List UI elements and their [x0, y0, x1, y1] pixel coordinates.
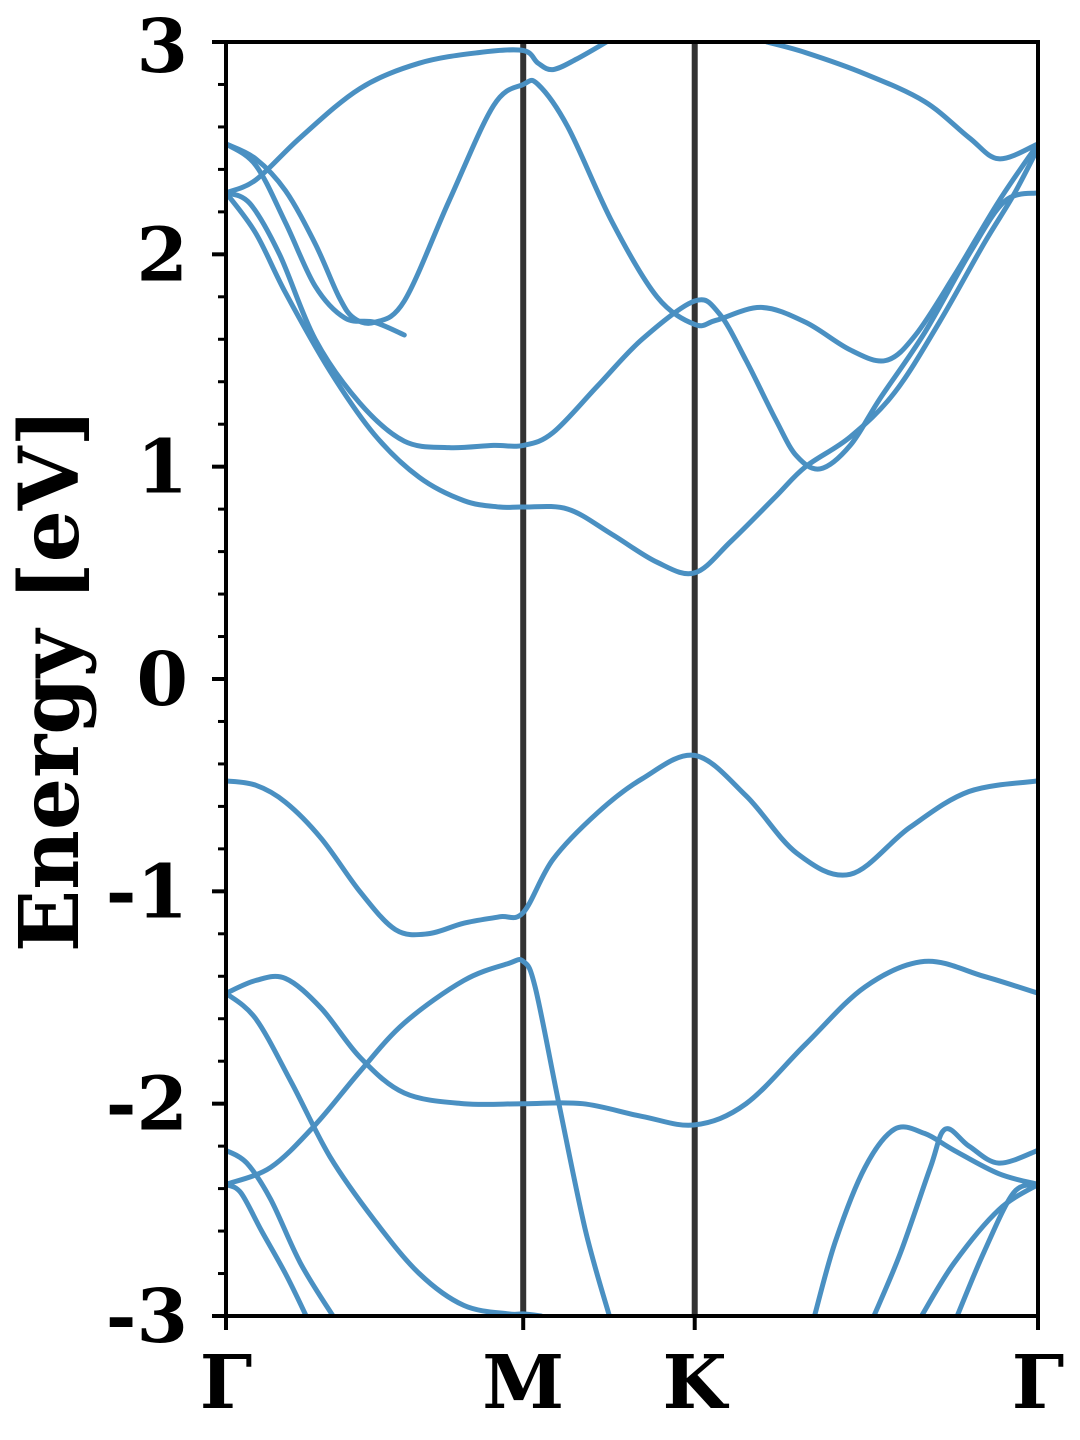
band-line-16	[764, 42, 1038, 162]
band-line-5	[226, 1147, 336, 1316]
y-axis-title: Energy [eV]	[2, 408, 98, 952]
y-tick-label: 2	[137, 212, 189, 298]
x-tick-label: K	[663, 1340, 730, 1426]
plot-frame	[224, 40, 1040, 1318]
band-line-13	[226, 77, 1038, 364]
band-line-2	[226, 958, 1038, 1128]
band-line-1	[226, 752, 1038, 938]
axis-major-ticks	[212, 40, 1040, 1330]
band-line-10	[954, 1181, 1038, 1316]
y-tick-label: -2	[106, 1062, 188, 1148]
band-line-3	[226, 957, 612, 1316]
y-tick-label: 0	[137, 637, 189, 723]
x-tick-label: Γ	[1012, 1340, 1065, 1426]
x-tick-label: Γ	[200, 1340, 253, 1426]
y-tick-label: -3	[106, 1274, 188, 1360]
band-line-14	[226, 141, 407, 338]
band-series	[226, 42, 1038, 1316]
band-line-11	[226, 190, 1038, 472]
band-line-9	[919, 1181, 1038, 1316]
y-tick-label: -1	[106, 849, 188, 935]
band-line-8	[871, 1126, 1038, 1316]
band-line-12	[226, 145, 1038, 577]
band-line-15	[226, 42, 609, 196]
y-axis-title-group: Energy [eV]	[2, 408, 98, 952]
x-tick-label: M	[482, 1340, 564, 1426]
band-line-7	[812, 1124, 1038, 1316]
band-line-6	[226, 1181, 309, 1316]
y-tick-label: 3	[137, 4, 189, 90]
y-tick-label: 1	[137, 425, 189, 511]
y-tick-labels: 3 2 1 0 -1 -2 -3	[106, 4, 188, 1360]
